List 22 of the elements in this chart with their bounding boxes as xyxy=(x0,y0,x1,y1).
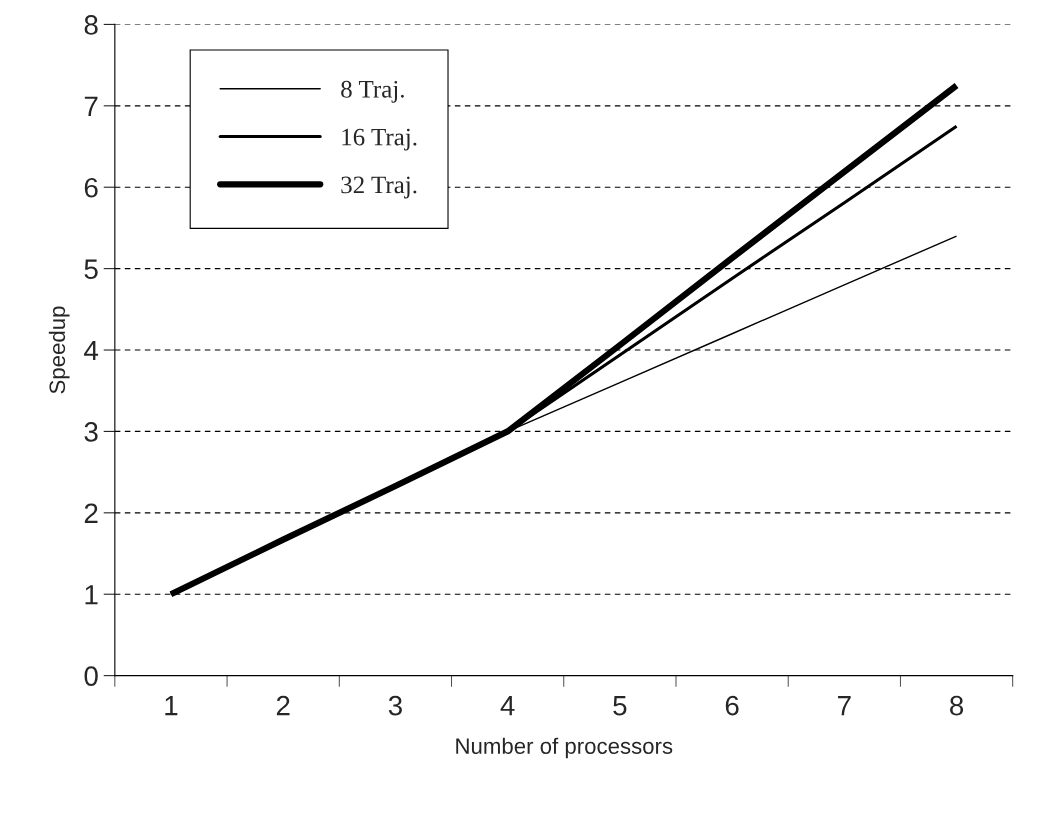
x-tick-label: 4 xyxy=(500,696,515,716)
x-tick-label: 7 xyxy=(838,696,851,716)
y-tick-label: 6 xyxy=(84,177,98,198)
y-tick-label: 0 xyxy=(84,666,98,686)
legend-label: 16 Traj. xyxy=(342,128,417,151)
y-tick-label: 5 xyxy=(84,259,98,279)
y-axis-title: Speedup xyxy=(48,306,70,394)
legend-label: 32 Traj. xyxy=(341,176,417,199)
y-tick-label: 3 xyxy=(84,422,98,442)
y-tick-label: 7 xyxy=(84,96,98,116)
x-tick-label: 2 xyxy=(276,695,290,716)
x-tick-label: 5 xyxy=(613,696,627,716)
y-tick-label: 8 xyxy=(84,15,98,35)
y-tick-label: 2 xyxy=(84,503,98,523)
x-tick-label: 1 xyxy=(165,696,178,716)
legend-label: 8 Traj. xyxy=(341,80,404,103)
y-tick-label: 4 xyxy=(84,340,99,361)
y-tick-label: 1 xyxy=(85,585,98,605)
x-tick-label: 3 xyxy=(388,695,402,716)
x-tick-label: 8 xyxy=(950,695,964,716)
x-tick-label: 6 xyxy=(725,695,739,716)
x-axis-title: Number of processors xyxy=(456,737,673,759)
